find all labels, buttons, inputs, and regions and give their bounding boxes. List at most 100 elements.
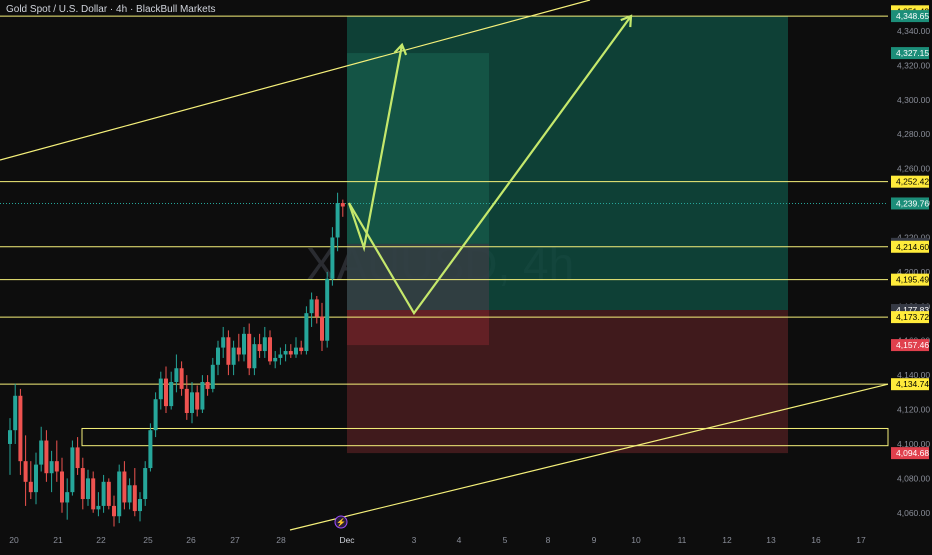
candle-body (184, 388, 189, 413)
candle-body (44, 440, 49, 474)
candle-body (106, 481, 111, 506)
y-tick-label: 4,140.00 (897, 370, 930, 380)
candle-body (153, 399, 158, 431)
price-tag-label: 4,348.65 (896, 11, 929, 21)
lower-trendline (289, 383, 889, 531)
candle-body (28, 481, 33, 493)
y-tick-label: 4,060.00 (897, 508, 930, 518)
price-tag-label: 4,173.72 (896, 312, 929, 322)
candle-body (252, 344, 257, 369)
candle-body (309, 299, 314, 314)
price-tag-label: 4,094.68 (896, 448, 929, 458)
candle-body (143, 468, 148, 500)
candle-body (96, 505, 101, 510)
candle-body (195, 392, 200, 410)
candle-body (340, 203, 345, 207)
candle-body (148, 430, 153, 469)
candle-body (226, 337, 231, 365)
x-tick-label: 26 (186, 535, 196, 545)
candle-body (330, 237, 335, 279)
price-tag-label: 4,214.60 (896, 242, 929, 252)
x-tick-label: 27 (230, 535, 240, 545)
candle-body (190, 392, 194, 413)
candle-body (325, 278, 330, 341)
x-tick-label: 28 (276, 535, 286, 545)
y-tick-label: 4,100.00 (897, 439, 930, 449)
price-tag-bg (891, 339, 929, 352)
candle-body (205, 382, 210, 389)
price-tag-bg (891, 273, 929, 286)
candle-body (127, 485, 132, 503)
candle-body (23, 461, 28, 482)
x-tick-label: 17 (856, 535, 866, 545)
price-tag-label: 4,195.49 (896, 275, 929, 285)
candle-body (257, 344, 262, 352)
price-tag-bg (891, 447, 929, 460)
x-tick-label: Dec (339, 535, 355, 545)
x-tick-label: 11 (678, 535, 687, 545)
price-tag-label: 4,177.83 (896, 305, 929, 315)
candle-body (304, 313, 309, 352)
candle-body (122, 471, 127, 503)
candle-body (13, 395, 18, 431)
candle-body (221, 337, 226, 348)
price-tag-bg (891, 10, 929, 23)
x-tick-label: 3 (412, 535, 417, 545)
candle-body (169, 382, 174, 407)
y-tick-label: 4,080.00 (897, 473, 930, 483)
candle-body (174, 368, 179, 383)
candle-body (273, 357, 278, 362)
candle-body (138, 499, 142, 512)
upper-trendline (0, 0, 591, 161)
candle-body (268, 337, 272, 362)
projection-arrow-long (348, 15, 632, 316)
candle-body (200, 382, 205, 410)
x-tick-label: 16 (811, 535, 821, 545)
y-tick-label: 4,340.00 (897, 26, 930, 36)
price-tag-label: 4,239.76 (896, 198, 929, 208)
candle-body (91, 478, 96, 510)
x-tick-label: 5 (503, 535, 508, 545)
candle-body (75, 447, 80, 469)
candle-body (283, 351, 288, 355)
candle-body (101, 481, 106, 506)
support-rectangle (81, 427, 889, 447)
candle-body (164, 378, 168, 407)
candle-body (8, 430, 12, 444)
candle-body (34, 464, 38, 493)
x-tick-label: 21 (53, 535, 63, 545)
arrowhead-long (620, 14, 633, 28)
candle-body (231, 347, 236, 365)
candle-body (70, 447, 75, 493)
candle-body (49, 461, 54, 474)
candle-body (39, 440, 44, 465)
x-tick-label: 4 (457, 535, 462, 545)
y-tick-label: 4,120.00 (897, 405, 930, 415)
x-tick-label: 22 (96, 535, 106, 545)
candle-body (320, 316, 324, 341)
candle-body (288, 351, 293, 355)
candle-body (158, 378, 163, 400)
inner-target-zone (347, 53, 489, 244)
candle-body (210, 364, 215, 389)
price-tag-bg (891, 47, 929, 60)
price-tag-label: 4,327.15 (896, 48, 929, 58)
candle-body (86, 478, 90, 500)
candle-body (18, 395, 23, 462)
price-tag-bg (891, 311, 929, 324)
price-tag-bg (891, 240, 929, 253)
price-tag-bg (891, 378, 929, 391)
y-tick-label: 4,200.00 (897, 267, 930, 277)
price-tag-label: 4,157.46 (896, 340, 929, 350)
candle-body (242, 333, 246, 355)
candle-body (314, 299, 319, 317)
candle-body (179, 368, 184, 389)
candle-body (112, 505, 116, 517)
arrowhead-short (393, 42, 408, 56)
x-tick-label: 20 (9, 535, 19, 545)
candle-body (247, 333, 252, 369)
candle-body (216, 347, 220, 365)
lightning-glyph: ⚡ (336, 517, 346, 527)
